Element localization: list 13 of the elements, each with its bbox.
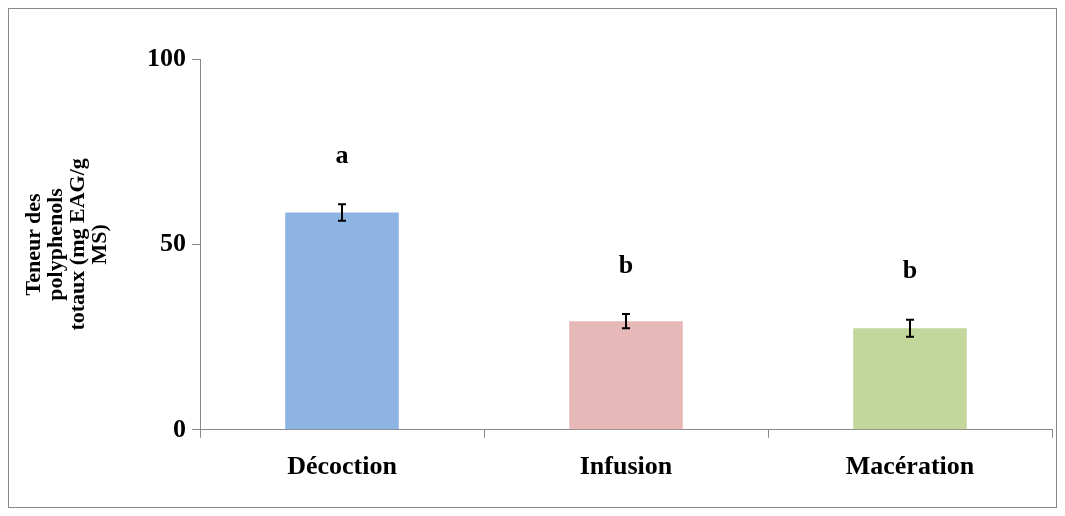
y-tick-label: 0 bbox=[173, 413, 186, 443]
annotation: b bbox=[902, 255, 918, 285]
y-tick-label: 100 bbox=[147, 42, 186, 72]
y-axis-title: Teneur des polyphenols totaux (mg EAG/g MS) bbox=[19, 158, 111, 331]
bar bbox=[285, 212, 399, 430]
x-tick-label: Décoction bbox=[287, 451, 398, 481]
annotation: b bbox=[618, 249, 634, 279]
x-tick-label: Infusion bbox=[579, 451, 673, 481]
y-tick-label: 50 bbox=[160, 228, 186, 258]
bar bbox=[569, 321, 683, 430]
bar bbox=[853, 328, 967, 430]
annotation: a bbox=[335, 140, 349, 170]
x-tick-label: Macération bbox=[845, 451, 975, 481]
